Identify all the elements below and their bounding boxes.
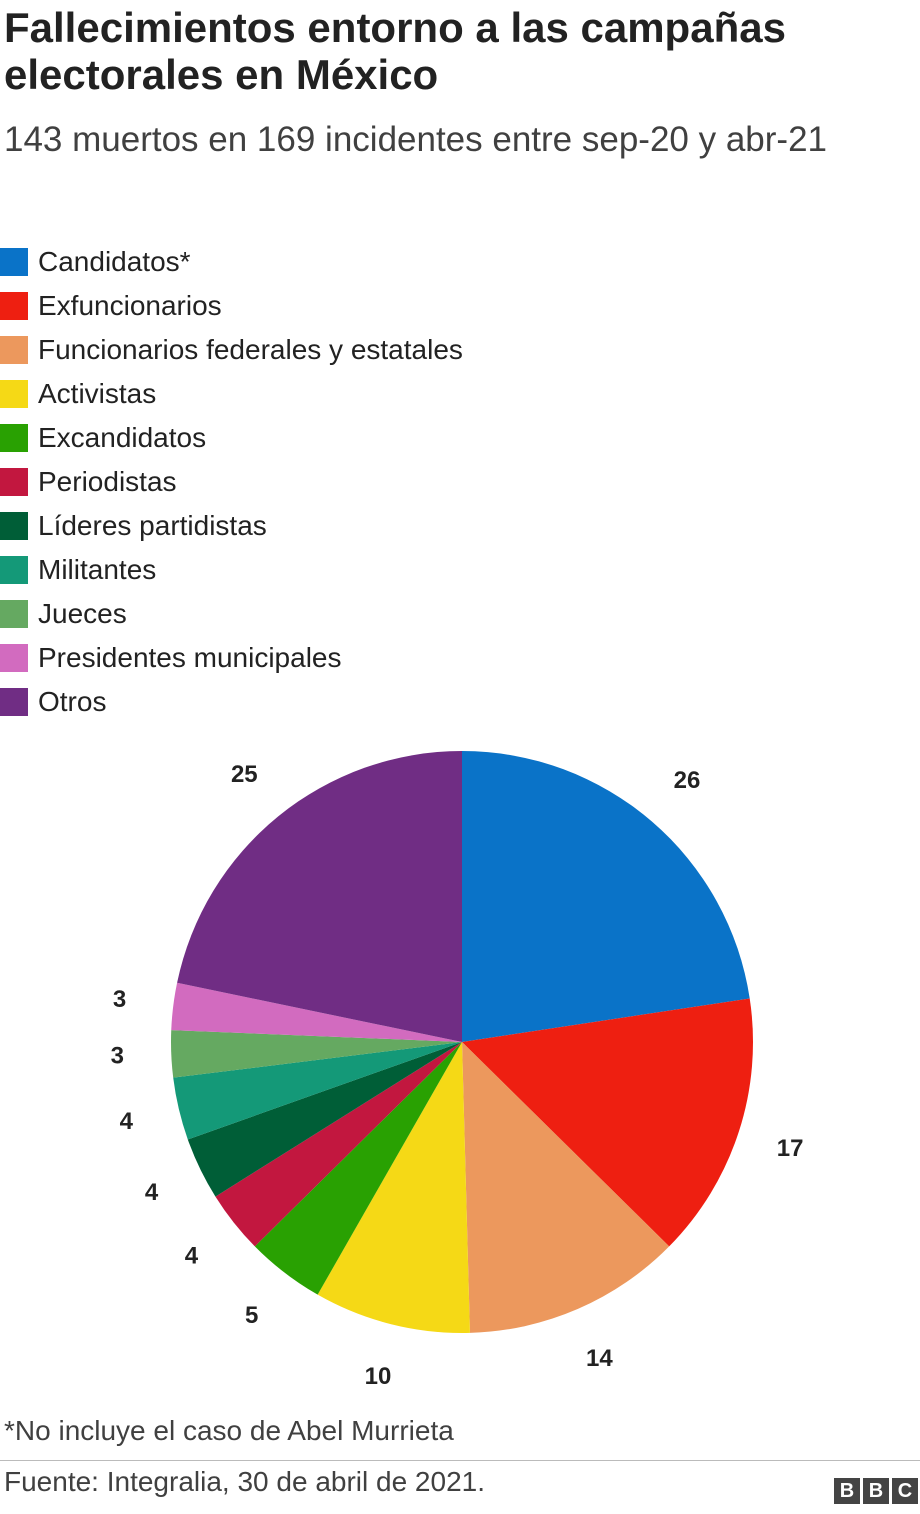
pie-slice <box>462 998 753 1247</box>
legend-item: Funcionarios federales y estatales <box>0 328 463 372</box>
legend-item: Líderes partidistas <box>0 504 463 548</box>
pie-slice <box>462 751 750 1042</box>
legend-item: Jueces <box>0 592 463 636</box>
footer-divider <box>0 1460 920 1461</box>
legend-label: Periodistas <box>38 466 177 497</box>
pie-slice <box>173 1042 462 1140</box>
bbc-logo-letter: B <box>834 1478 860 1504</box>
pie-chart: 26 17 14 10 5 4 4 4 3 3 25 <box>111 751 804 1390</box>
legend-swatch <box>0 600 28 628</box>
legend-label: Otros <box>38 686 107 717</box>
pie-slices <box>170 751 753 1333</box>
legend-label: Líderes partidistas <box>38 510 267 541</box>
slice-value-label: 10 <box>365 1363 392 1390</box>
slice-value-label: 14 <box>586 1345 613 1372</box>
legend-swatch <box>0 468 28 496</box>
legend-label: Jueces <box>38 598 127 629</box>
legend-swatch <box>0 248 28 276</box>
source-text: Fuente: Integralia, 30 de abril de 2021. <box>4 1466 486 1497</box>
legend-swatch <box>0 292 28 320</box>
slice-value-label: 4 <box>185 1243 199 1270</box>
slice-value-label: 4 <box>145 1179 159 1206</box>
slice-value-label: 3 <box>111 1043 124 1070</box>
pie-slice <box>177 751 462 1042</box>
chart-subtitle: 143 muertos en 169 incidentes entre sep-… <box>4 120 828 159</box>
legend-item: Activistas <box>0 372 463 416</box>
pie-slice <box>254 1042 462 1295</box>
legend-item: Otros <box>0 680 463 724</box>
legend-swatch <box>0 644 28 672</box>
legend-label: Militantes <box>38 554 157 585</box>
legend-label: Excandidatos <box>38 422 207 453</box>
legend-item: Periodistas <box>0 460 463 504</box>
chart-title: Fallecimientos entorno a las campañas el… <box>4 4 786 98</box>
slice-value-label: 17 <box>777 1135 804 1162</box>
footnote: *No incluye el caso de Abel Murrieta <box>4 1415 454 1446</box>
slice-value-label: 3 <box>113 986 126 1013</box>
bbc-logo-letter: C <box>892 1478 918 1504</box>
legend-item: Presidentes municipales <box>0 636 463 680</box>
slice-value-label: 25 <box>231 761 258 788</box>
pie-slice <box>187 1042 463 1197</box>
pie-slice <box>462 1042 670 1333</box>
pie-slice <box>170 1030 462 1078</box>
slice-value-label: 26 <box>674 767 701 794</box>
legend-label: Funcionarios federales y estatales <box>38 334 463 365</box>
pie-slice <box>317 1042 470 1333</box>
legend: Candidatos* Exfuncionarios Funcionarios fe… <box>0 240 463 724</box>
legend-swatch <box>0 424 28 452</box>
legend-label: Candidatos* <box>38 246 191 277</box>
bbc-logo-letter: B <box>863 1478 889 1504</box>
legend-swatch <box>0 380 28 408</box>
legend-item: Militantes <box>0 548 463 592</box>
legend-swatch <box>0 512 28 540</box>
pie-labels: 26 17 14 10 5 4 4 4 3 3 25 <box>111 761 804 1390</box>
legend-label: Presidentes municipales <box>38 642 342 673</box>
legend-item: Candidatos* <box>0 240 463 284</box>
legend-item: Excandidatos <box>0 416 463 460</box>
legend-label: Exfuncionarios <box>38 290 222 321</box>
slice-value-label: 4 <box>120 1108 134 1135</box>
legend-swatch <box>0 688 28 716</box>
slice-value-label: 5 <box>245 1302 258 1329</box>
pie-slice <box>171 982 463 1042</box>
legend-item: Exfuncionarios <box>0 284 463 328</box>
legend-swatch <box>0 336 28 364</box>
bbc-logo: B B C <box>834 1478 918 1504</box>
legend-swatch <box>0 556 28 584</box>
legend-label: Activistas <box>38 378 157 409</box>
pie-slice <box>215 1042 462 1247</box>
